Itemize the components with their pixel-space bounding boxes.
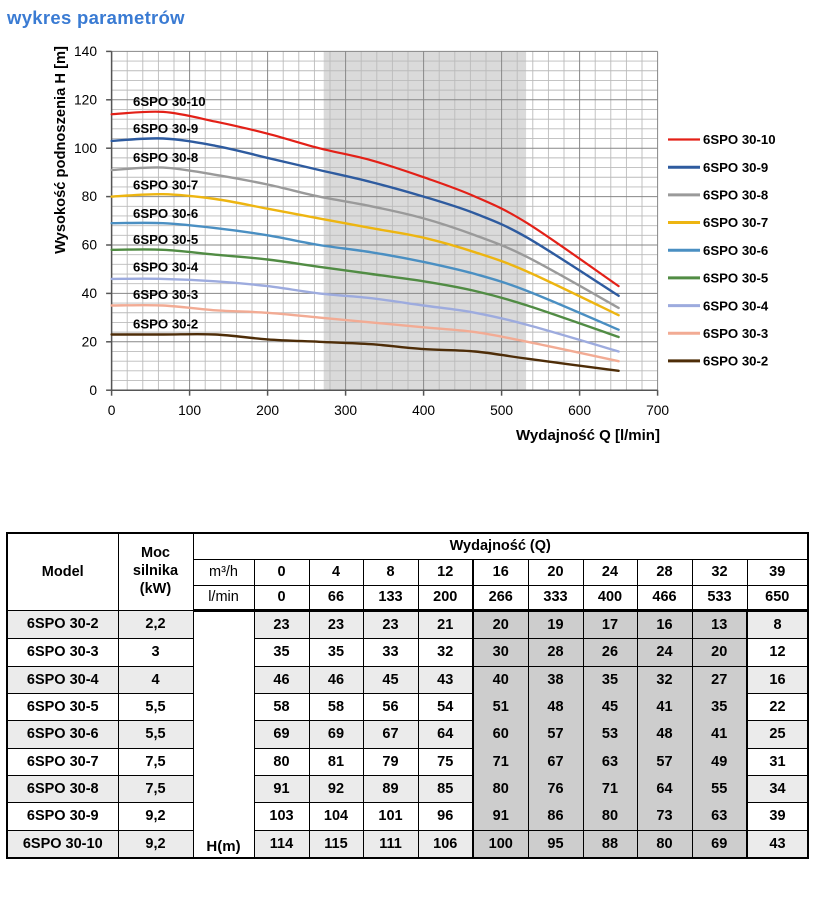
svg-text:600: 600 (568, 403, 591, 418)
svg-text:6SPO 30-5: 6SPO 30-5 (133, 232, 198, 247)
svg-text:6SPO 30-10: 6SPO 30-10 (133, 94, 206, 109)
svg-text:6SPO 30-7: 6SPO 30-7 (703, 215, 768, 230)
svg-text:300: 300 (334, 403, 357, 418)
svg-text:700: 700 (646, 403, 669, 418)
svg-text:6SPO 30-3: 6SPO 30-3 (133, 287, 198, 302)
svg-text:6SPO 30-8: 6SPO 30-8 (133, 150, 198, 165)
svg-text:20: 20 (82, 334, 98, 349)
svg-text:60: 60 (82, 238, 98, 253)
svg-text:Wysokość podnoszenia H [m]: Wysokość podnoszenia H [m] (53, 46, 69, 254)
svg-text:6SPO 30-6: 6SPO 30-6 (703, 243, 768, 258)
svg-text:6SPO 30-6: 6SPO 30-6 (133, 206, 198, 221)
svg-text:400: 400 (412, 403, 435, 418)
svg-text:40: 40 (82, 286, 98, 301)
svg-text:100: 100 (178, 403, 201, 418)
svg-text:500: 500 (490, 403, 513, 418)
svg-text:0: 0 (108, 403, 116, 418)
svg-text:Wydajność Q [l/min]: Wydajność Q [l/min] (516, 427, 660, 444)
svg-text:6SPO 30-7: 6SPO 30-7 (133, 178, 198, 193)
svg-text:6SPO 30-9: 6SPO 30-9 (703, 160, 768, 175)
svg-text:6SPO 30-10: 6SPO 30-10 (703, 132, 776, 147)
svg-text:120: 120 (74, 92, 97, 107)
svg-text:6SPO 30-2: 6SPO 30-2 (703, 354, 768, 369)
svg-text:6SPO 30-8: 6SPO 30-8 (703, 188, 768, 203)
svg-text:6SPO 30-5: 6SPO 30-5 (703, 271, 768, 286)
svg-text:200: 200 (256, 403, 279, 418)
svg-text:6SPO 30-9: 6SPO 30-9 (133, 121, 198, 136)
svg-text:0: 0 (89, 383, 97, 398)
svg-text:6SPO 30-3: 6SPO 30-3 (703, 326, 768, 341)
svg-text:100: 100 (74, 141, 97, 156)
svg-text:140: 140 (74, 44, 97, 59)
svg-text:6SPO 30-4: 6SPO 30-4 (133, 260, 199, 275)
svg-text:6SPO 30-2: 6SPO 30-2 (133, 317, 198, 332)
svg-text:80: 80 (82, 189, 98, 204)
svg-text:6SPO 30-4: 6SPO 30-4 (703, 298, 769, 313)
